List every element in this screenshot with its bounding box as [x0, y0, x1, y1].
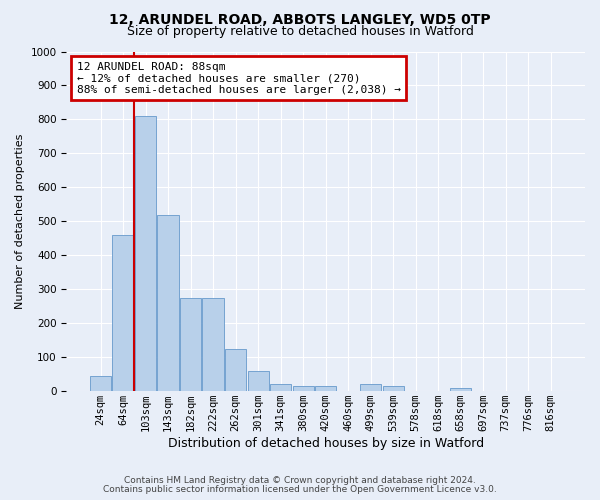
- Text: Size of property relative to detached houses in Watford: Size of property relative to detached ho…: [127, 25, 473, 38]
- Bar: [450, 388, 472, 391]
- Bar: [90, 376, 112, 391]
- Bar: [270, 384, 292, 391]
- X-axis label: Distribution of detached houses by size in Watford: Distribution of detached houses by size …: [167, 437, 484, 450]
- Text: 12, ARUNDEL ROAD, ABBOTS LANGLEY, WD5 0TP: 12, ARUNDEL ROAD, ABBOTS LANGLEY, WD5 0T…: [109, 12, 491, 26]
- Bar: [383, 386, 404, 391]
- Y-axis label: Number of detached properties: Number of detached properties: [15, 134, 25, 309]
- Bar: [315, 386, 337, 391]
- Bar: [360, 384, 382, 391]
- Bar: [112, 235, 134, 391]
- Text: 12 ARUNDEL ROAD: 88sqm
← 12% of detached houses are smaller (270)
88% of semi-de: 12 ARUNDEL ROAD: 88sqm ← 12% of detached…: [77, 62, 401, 95]
- Bar: [293, 386, 314, 391]
- Bar: [202, 298, 224, 391]
- Bar: [180, 298, 202, 391]
- Text: Contains public sector information licensed under the Open Government Licence v3: Contains public sector information licen…: [103, 485, 497, 494]
- Bar: [135, 116, 157, 391]
- Text: Contains HM Land Registry data © Crown copyright and database right 2024.: Contains HM Land Registry data © Crown c…: [124, 476, 476, 485]
- Bar: [248, 371, 269, 391]
- Bar: [157, 214, 179, 391]
- Bar: [225, 348, 247, 391]
